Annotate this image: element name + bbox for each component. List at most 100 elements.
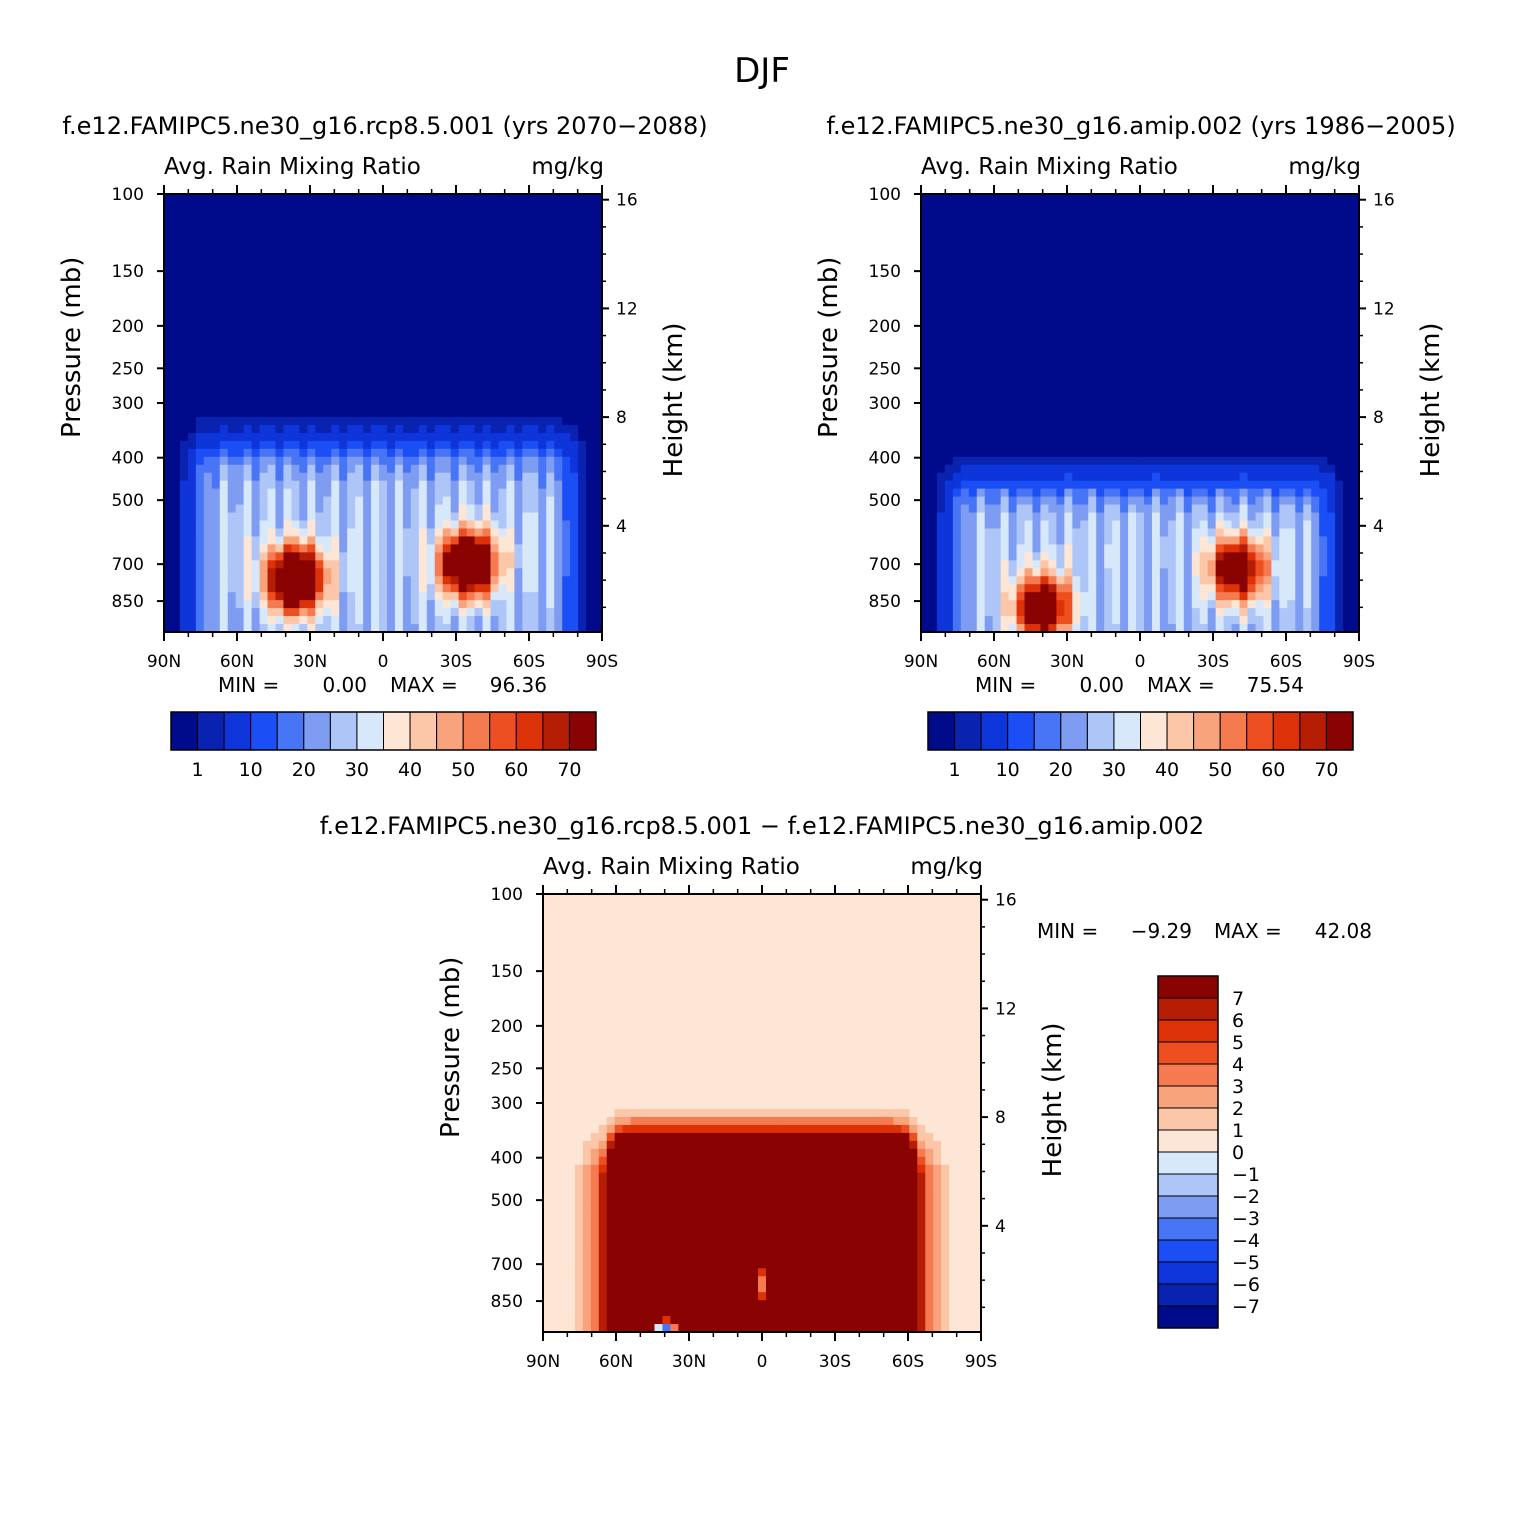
contour-cell — [434, 225, 444, 235]
contour-cell — [514, 624, 523, 632]
contour-cell — [203, 305, 213, 315]
contour-cell — [410, 409, 420, 418]
contour-cell — [363, 289, 372, 299]
contour-cell — [1151, 432, 1161, 442]
contour-cell — [267, 576, 277, 585]
contour-cell — [458, 201, 468, 211]
contour-cell — [1287, 233, 1296, 243]
contour-cell — [1239, 289, 1249, 299]
contour-cell — [514, 456, 523, 466]
contour-cell — [992, 257, 1002, 267]
contour-cell — [203, 377, 213, 386]
contour-cell — [1207, 353, 1217, 362]
contour-cell — [1311, 321, 1320, 330]
contour-cell — [474, 456, 484, 466]
contour-cell — [371, 273, 380, 283]
contour-cell — [450, 337, 460, 346]
contour-cell — [1183, 313, 1193, 323]
contour-cell — [203, 345, 213, 354]
contour-cell — [506, 440, 515, 450]
contour-cell — [976, 401, 986, 410]
contour-cell — [546, 281, 555, 291]
colorbar-box — [462, 711, 491, 751]
contour-cell — [1343, 289, 1352, 299]
contour-cell — [952, 217, 962, 227]
contour-field — [164, 194, 602, 632]
contour-cell — [315, 432, 324, 442]
contour-cell — [1016, 361, 1026, 370]
contour-cell — [944, 353, 954, 362]
contour-cell — [1159, 456, 1169, 466]
contour-cell — [554, 401, 563, 410]
contour-cell — [187, 512, 197, 522]
contour-cell — [538, 201, 547, 211]
contour-cell — [347, 201, 356, 211]
contour-cell — [1064, 249, 1073, 259]
contour-cell — [164, 480, 173, 490]
contour-cell — [992, 361, 1002, 370]
contour-cell — [323, 440, 332, 450]
contour-cell — [1271, 225, 1280, 235]
contour-cell — [251, 560, 261, 569]
contour-cell — [187, 488, 197, 498]
contour-cell — [1207, 209, 1217, 219]
contour-cell — [386, 568, 396, 577]
contour-cell — [211, 424, 221, 434]
contour-cell — [179, 313, 189, 323]
contour-cell — [450, 600, 460, 609]
contour-cell — [450, 552, 460, 561]
contour-cell — [490, 472, 500, 482]
contour-cell — [1303, 297, 1312, 307]
contour-cell — [1167, 329, 1177, 338]
contour-cell — [482, 616, 492, 625]
contour-cell — [1024, 217, 1034, 227]
contour-cell — [1247, 416, 1257, 426]
contour-cell — [434, 361, 444, 370]
contour-cell — [394, 377, 404, 386]
contour-cell — [402, 194, 412, 203]
contour-cell — [179, 201, 189, 211]
contour-cell — [1279, 257, 1288, 267]
contour-cell — [291, 424, 300, 434]
contour-cell — [1143, 241, 1153, 251]
contour-cell — [251, 424, 261, 434]
contour-cell — [968, 249, 978, 259]
contour-cell — [1072, 225, 1081, 235]
contour-cell — [490, 233, 500, 243]
contour-cell — [339, 313, 348, 323]
contour-cell — [386, 393, 396, 402]
contour-cell — [1096, 416, 1105, 426]
contour-cell — [442, 361, 452, 370]
contour-cell — [331, 393, 340, 402]
contour-cell — [347, 273, 356, 283]
contour-cell — [195, 448, 205, 458]
contour-cell — [490, 416, 500, 426]
contour-cell — [315, 265, 324, 275]
contour-cell — [331, 488, 340, 498]
contour-cell — [1263, 409, 1272, 418]
contour-cell — [1255, 281, 1265, 291]
contour-cell — [1319, 273, 1328, 283]
contour-cell — [1303, 321, 1312, 330]
contour-cell — [243, 353, 253, 362]
contour-cell — [936, 305, 946, 315]
contour-cell — [410, 233, 420, 243]
contour-cell — [1040, 440, 1050, 450]
colorbar-box — [356, 711, 385, 751]
contour-cell — [283, 608, 293, 617]
contour-cell — [1303, 313, 1312, 323]
contour-cell — [1223, 209, 1233, 219]
contour-cell — [442, 217, 452, 227]
contour-cell — [570, 440, 579, 450]
contour-cell — [1040, 265, 1050, 275]
contour-cell — [1327, 241, 1336, 251]
contour-cell — [410, 592, 420, 601]
contour-cell — [235, 289, 245, 299]
contour-cell — [562, 440, 571, 450]
contour-cell — [187, 448, 197, 458]
contour-cell — [1088, 385, 1097, 394]
contour-cell — [1064, 241, 1073, 251]
contour-cell — [251, 194, 261, 203]
contour-cell — [331, 217, 340, 227]
contour-cell — [1279, 265, 1288, 275]
